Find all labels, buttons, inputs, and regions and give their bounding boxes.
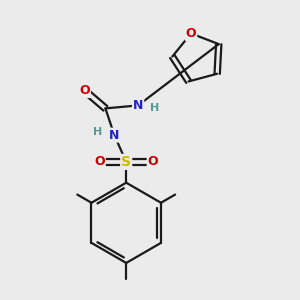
- Text: O: O: [79, 84, 90, 97]
- Text: O: O: [94, 155, 105, 168]
- Text: N: N: [109, 129, 119, 142]
- Text: H: H: [150, 103, 159, 113]
- Text: O: O: [186, 27, 196, 40]
- Text: N: N: [133, 99, 143, 112]
- Text: H: H: [93, 127, 103, 137]
- Text: S: S: [121, 155, 131, 169]
- Text: O: O: [148, 155, 158, 168]
